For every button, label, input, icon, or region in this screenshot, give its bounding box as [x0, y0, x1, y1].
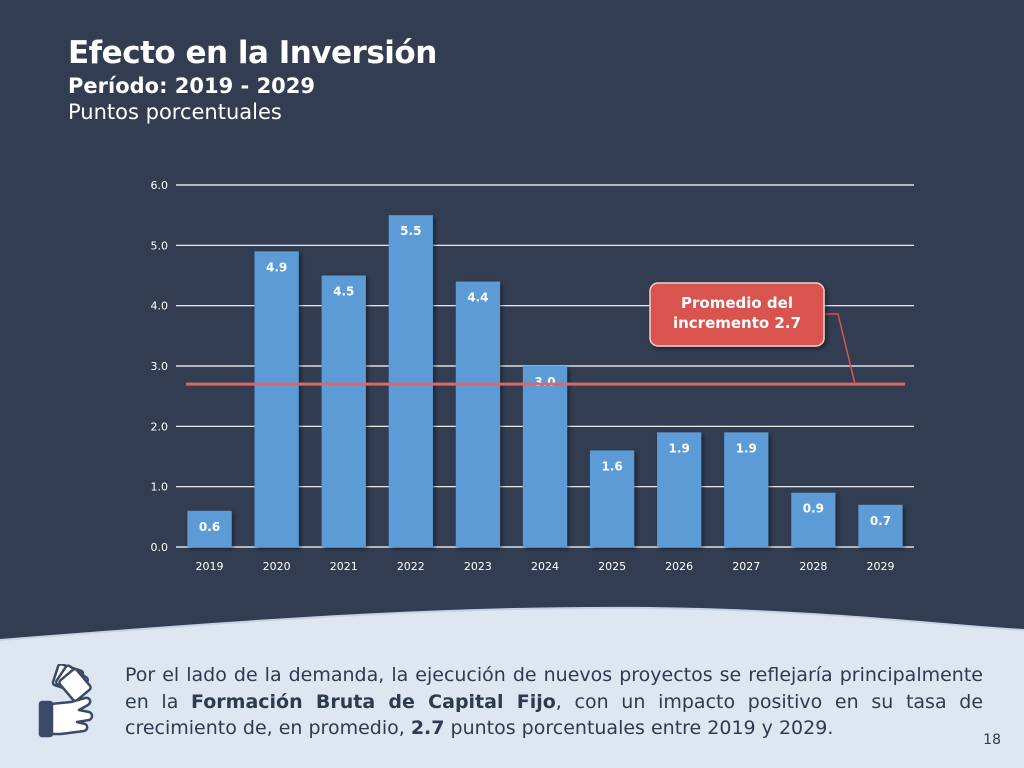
x-tick-label: 2020 — [263, 560, 291, 573]
bar — [858, 504, 903, 547]
y-tick-label: 0.0 — [151, 541, 169, 554]
page-number: 18 — [983, 732, 1001, 748]
bar-value-label: 0.6 — [199, 520, 220, 534]
bar — [522, 366, 568, 547]
footer-text-part3: puntos porcentuales entre 2019 y 2029. — [444, 717, 834, 739]
bar-value-label: 0.7 — [870, 514, 891, 528]
bar — [657, 432, 702, 547]
footer-text-bold1: Formación Bruta de Capital Fijo — [191, 690, 556, 713]
y-tick-label: 4.0 — [151, 300, 169, 313]
y-tick-label: 5.0 — [151, 239, 169, 252]
x-tick-label: 2028 — [799, 560, 827, 573]
x-tick-label: 2029 — [866, 560, 894, 573]
x-tick-label: 2023 — [464, 560, 492, 573]
bar-value-label: 1.6 — [601, 459, 622, 473]
bar-value-label: 0.9 — [803, 502, 824, 516]
x-tick-label: 2027 — [732, 560, 760, 573]
bar-chart: 0.0 1.0 2.0 3.0 4.0 5.0 6.0 0.6 2019 4.9 2020 4.5 20… — [151, 179, 914, 573]
bar-value-label: 4.5 — [333, 285, 354, 299]
bar-value-label: 4.4 — [467, 291, 488, 305]
bar-value-label: 1.9 — [669, 441, 690, 455]
y-tick-label: 6.0 — [151, 179, 169, 192]
callout-leader-line — [820, 313, 856, 385]
footer-text-part2: , con un impacto positivo en su tasa de … — [125, 690, 984, 740]
bar — [455, 281, 501, 547]
bar-value-label: 1.9 — [736, 441, 757, 455]
y-tick-label: 3.0 — [151, 360, 169, 373]
bar — [254, 251, 299, 547]
page-subtitle: Período: 2019 - 2029 — [68, 74, 316, 98]
units-label: Puntos porcentuales — [68, 100, 282, 124]
bar — [187, 510, 232, 547]
bar — [388, 215, 433, 547]
bar — [321, 275, 366, 547]
x-tick-label: 2024 — [531, 560, 559, 573]
footer-wave-background — [0, 606, 1024, 768]
bar-value-label: 3.0 — [534, 375, 555, 389]
bar-value-label: 5.5 — [400, 224, 421, 238]
bar — [589, 450, 635, 547]
x-tick-label: 2026 — [665, 560, 693, 573]
x-tick-label: 2021 — [330, 560, 358, 573]
callout-text: incremento 2.7 — [673, 314, 801, 332]
x-tick-label: 2019 — [196, 560, 224, 573]
y-tick-label: 2.0 — [151, 420, 169, 433]
footer-text: Por el lado de la demanda, la ejecución … — [125, 662, 983, 742]
callout-box — [649, 282, 825, 347]
callout-text: Promedio del — [681, 294, 793, 312]
footer-text-bold2: 2.7 — [410, 717, 445, 739]
y-tick-label: 1.0 — [151, 481, 169, 494]
page-title: Efecto en la Inversión — [68, 35, 437, 71]
bar — [724, 432, 769, 547]
footer-text-part1: Por el lado de la demanda, la ejecución … — [125, 664, 983, 713]
x-tick-label: 2022 — [397, 560, 425, 573]
x-tick-label: 2025 — [598, 560, 626, 573]
hand-money-icon — [38, 664, 94, 738]
bar-value-label: 4.9 — [266, 260, 287, 274]
bar — [791, 492, 836, 547]
title-block: Efecto en la Inversión Período: 2019 - 2… — [68, 34, 437, 125]
